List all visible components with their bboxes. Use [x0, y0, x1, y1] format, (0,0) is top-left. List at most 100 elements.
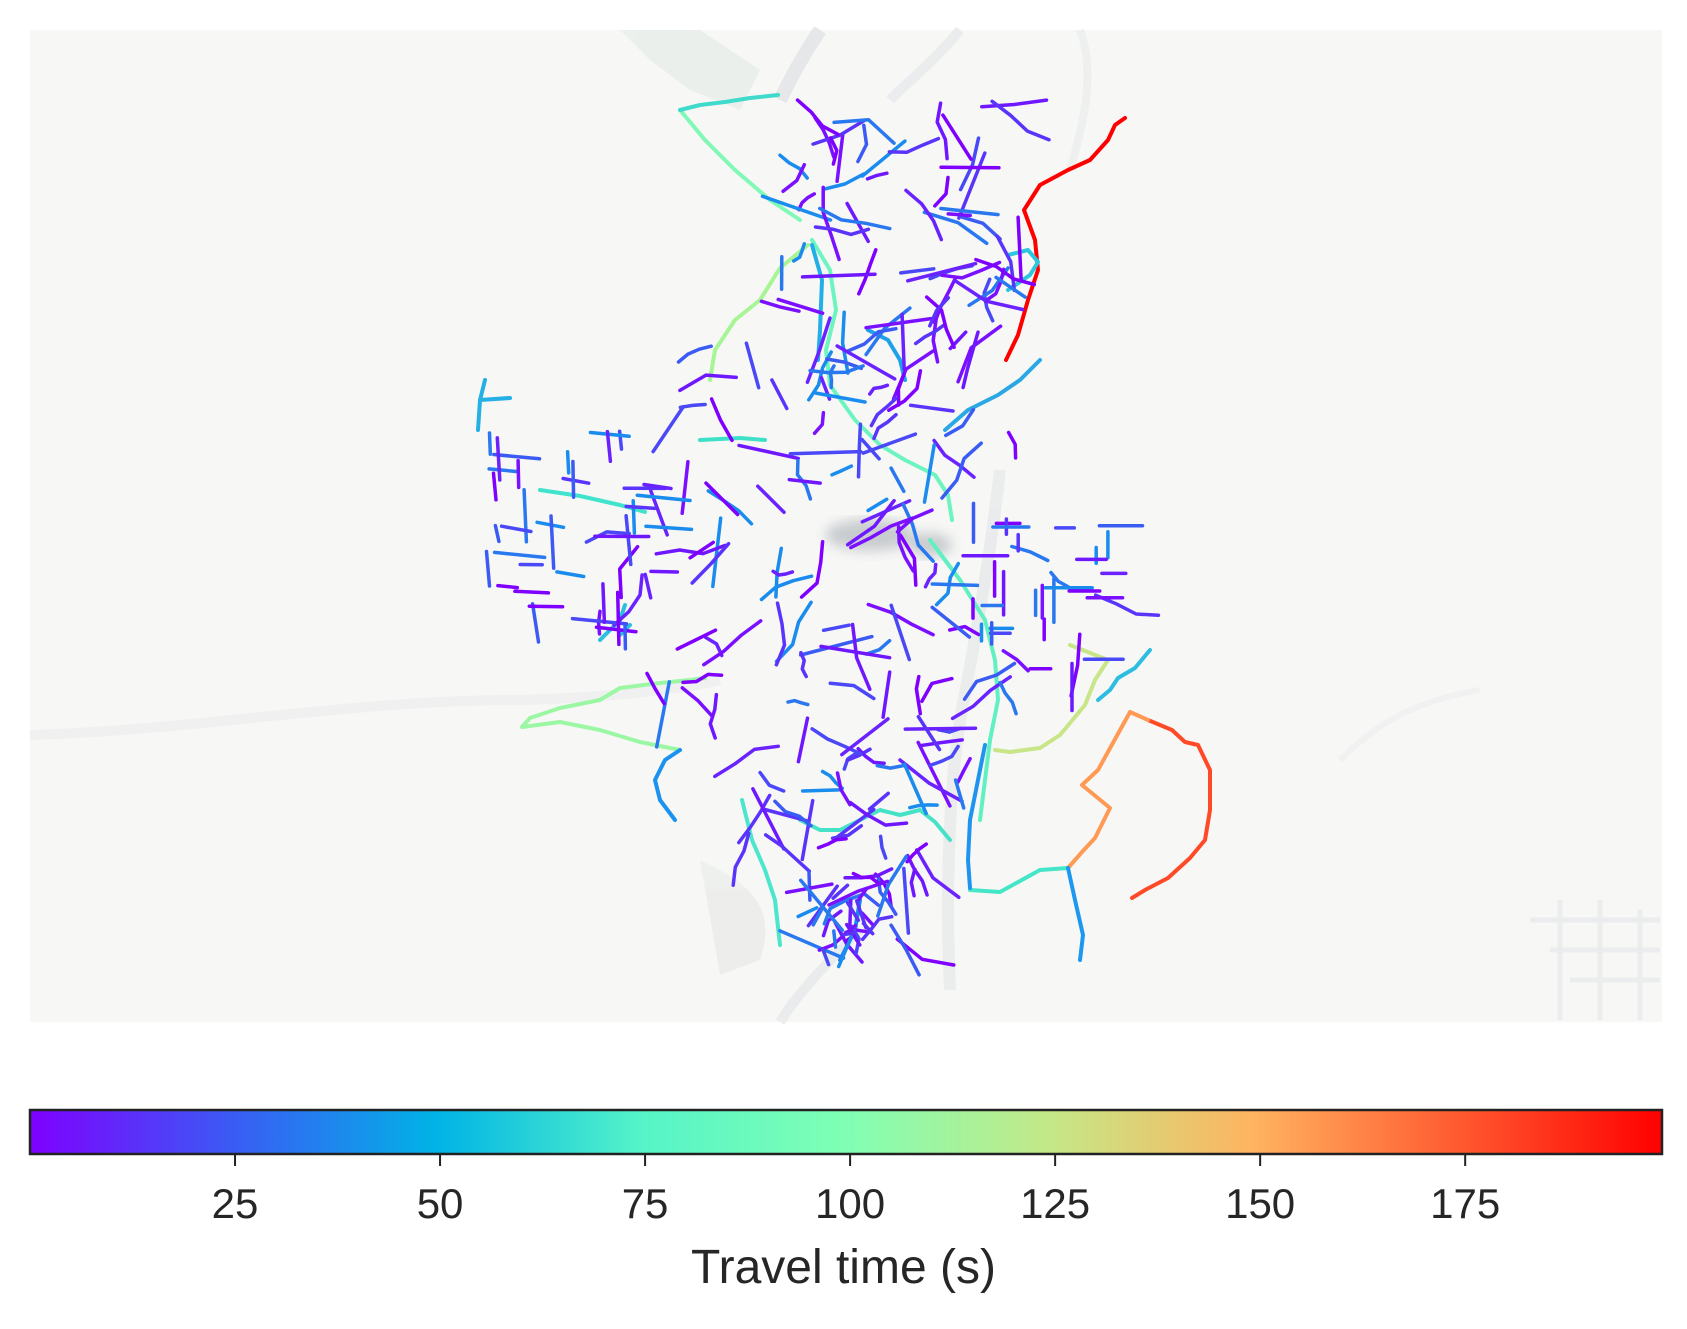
road-segment — [941, 113, 973, 161]
road-segment — [906, 261, 978, 283]
road-segment — [953, 278, 1025, 312]
road-segment — [651, 405, 685, 454]
road-segment — [680, 460, 690, 516]
road-segment — [781, 162, 807, 194]
road-segment — [681, 672, 724, 685]
road-segment — [845, 498, 896, 547]
road-segment — [931, 317, 940, 364]
road-segment — [800, 798, 815, 862]
road-segment — [771, 569, 795, 577]
road-segment — [787, 477, 822, 485]
road-segment — [898, 533, 918, 587]
road-segment — [939, 206, 1000, 217]
road-segment — [845, 747, 872, 762]
road-segment — [903, 726, 978, 731]
road-segment — [770, 378, 789, 411]
road-segment — [617, 544, 640, 600]
road-segment — [654, 543, 727, 556]
road-segment — [947, 624, 981, 637]
road-segment — [594, 625, 638, 634]
road-segment — [751, 787, 786, 851]
road-segment — [798, 878, 845, 933]
road-segment — [848, 800, 909, 827]
road-segment — [703, 635, 724, 658]
road-segment — [520, 720, 682, 752]
road-segment — [649, 569, 680, 574]
road-segment — [624, 514, 633, 567]
road-segment — [889, 923, 921, 977]
colorbar-label: Travel time (s) — [691, 1241, 996, 1294]
road-segment — [737, 793, 772, 845]
road-segment — [499, 524, 533, 534]
road-segment — [875, 763, 905, 770]
road-segment — [491, 471, 498, 502]
road-segment — [865, 171, 889, 181]
road-segment — [516, 458, 521, 490]
road-segment — [983, 267, 1006, 303]
road-segment — [862, 891, 881, 907]
road-segment — [902, 866, 911, 935]
road-segment — [828, 681, 876, 701]
road-segment — [635, 493, 692, 503]
road-segment — [953, 778, 966, 810]
road-segment — [645, 671, 666, 706]
road-segment — [601, 582, 607, 625]
road-segment — [624, 504, 657, 511]
road-segment — [1130, 718, 1212, 900]
road-segment — [995, 234, 1017, 293]
road-segment — [799, 650, 808, 679]
colorbar-tick-label: 175 — [1430, 1180, 1501, 1227]
road-segment — [830, 464, 854, 477]
road-segment — [956, 324, 1003, 384]
basemap-green-area — [700, 860, 766, 975]
road-segment — [957, 151, 987, 220]
road-segment — [928, 744, 960, 768]
road-segment — [822, 893, 863, 926]
road-segment — [821, 185, 841, 262]
road-segment — [994, 275, 1028, 299]
road-segment — [922, 443, 936, 504]
road-segment — [584, 530, 631, 544]
road-segment — [760, 194, 833, 222]
road-segment — [860, 914, 894, 942]
road-segment — [800, 272, 877, 279]
road-segment — [849, 516, 915, 550]
road-segment — [990, 99, 1051, 142]
road-segment — [935, 101, 949, 161]
road-segment — [756, 484, 786, 515]
road-segment — [530, 602, 541, 644]
colorbar-tick-label: 100 — [815, 1180, 886, 1227]
road-segment — [916, 714, 942, 752]
road-segment — [818, 206, 892, 231]
road-segment — [522, 487, 529, 544]
road-segment — [808, 364, 865, 375]
road-segment — [812, 410, 826, 436]
road-segment — [813, 391, 867, 404]
road-segment — [993, 643, 1110, 754]
road-segment — [791, 242, 807, 263]
road-segment — [654, 680, 672, 749]
basemap-road — [1066, 28, 1092, 172]
road-segment — [493, 523, 501, 544]
road-segment — [822, 172, 866, 191]
road-segment — [821, 947, 831, 967]
road-segment — [827, 879, 890, 907]
road-segment — [958, 136, 981, 192]
road-segment — [832, 118, 896, 145]
road-segment — [889, 603, 912, 662]
road-segment — [887, 369, 923, 412]
road-segment — [492, 550, 547, 560]
road-segment — [773, 799, 813, 828]
colorbar — [28, 1108, 1664, 1156]
road-segment — [680, 686, 714, 718]
road-segment — [706, 489, 754, 526]
road-segment — [914, 674, 923, 716]
road-segment — [788, 449, 863, 456]
road-segment — [861, 432, 918, 455]
road-segment — [856, 123, 869, 164]
road-segment — [860, 139, 907, 178]
road-segment — [868, 383, 890, 396]
road-segment — [905, 842, 929, 864]
road-segment — [980, 98, 1049, 109]
